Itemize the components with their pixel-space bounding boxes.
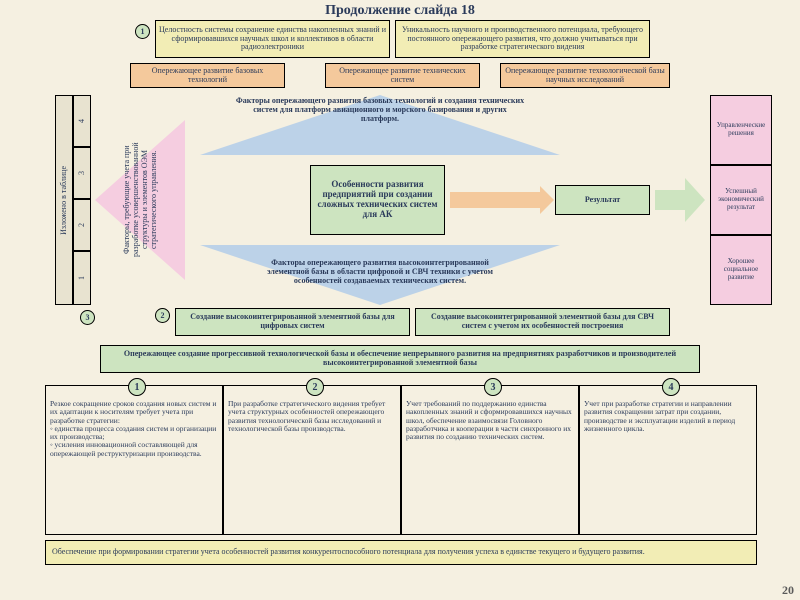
col-num-3: 3	[484, 378, 502, 396]
right-col-3: Хорошее социальное развитие	[710, 235, 772, 305]
arrow-right-big	[655, 190, 685, 210]
col-num-2: 2	[306, 378, 324, 396]
slide-title: Продолжение слайда 18	[0, 0, 800, 22]
arrow-result	[450, 192, 540, 208]
col-num-4: 4	[662, 378, 680, 396]
top-yellow-1: Целостность системы сохранение единства …	[155, 20, 390, 58]
arrow-right-head	[685, 178, 705, 222]
col-2: При разработке стратегического видения т…	[223, 385, 401, 535]
right-col-1: Управленческие решения	[710, 95, 772, 165]
tab-cell-3: 3	[73, 147, 91, 199]
green-bar: Опережающее создание прогрессивной техно…	[100, 345, 700, 373]
col-3: Учет требований по поддержанию единства …	[401, 385, 579, 535]
marker-1-top: 1	[135, 24, 150, 39]
col-num-1: 1	[128, 378, 146, 396]
pink-text: Факторы, требующие учета при разработке …	[100, 130, 180, 270]
marker-3-side: 3	[80, 310, 95, 325]
col-4: Учет при разработке стратегии и направле…	[579, 385, 757, 535]
green-center: Особенности развития предприятий при соз…	[310, 165, 445, 235]
orange-2: Опережающее развитие технических систем	[325, 63, 480, 88]
page-number: 20	[782, 583, 794, 598]
result-box: Результат	[555, 185, 650, 215]
footer-bar: Обеспечение при формировании стратегии у…	[45, 540, 757, 565]
tab-cell-2: 2	[73, 199, 91, 251]
tab-cell-1: 1	[73, 251, 91, 305]
marker-2-mid: 2	[155, 308, 170, 323]
tab-header: Изложено в таблице	[55, 95, 73, 305]
blue-top-text: Факторы опережающего развития базовых те…	[235, 96, 525, 141]
right-col-2: Успешный экономический результат	[710, 165, 772, 235]
orange-3: Опережающее развитие технологической баз…	[500, 63, 670, 88]
green-mid-1: Создание высокоинтегрированной элементно…	[175, 308, 410, 336]
col-1: Резкое сокращение сроков создания новых …	[45, 385, 223, 535]
top-yellow-2: Уникальность научного и производственног…	[395, 20, 650, 58]
blue-bottom-text: Факторы опережающего развития высокоинте…	[250, 258, 510, 308]
green-mid-2: Создание высокоинтегрированной элементно…	[415, 308, 670, 336]
orange-1: Опережающее развитие базовых технологий	[130, 63, 285, 88]
tab-cell-4: 4	[73, 95, 91, 147]
